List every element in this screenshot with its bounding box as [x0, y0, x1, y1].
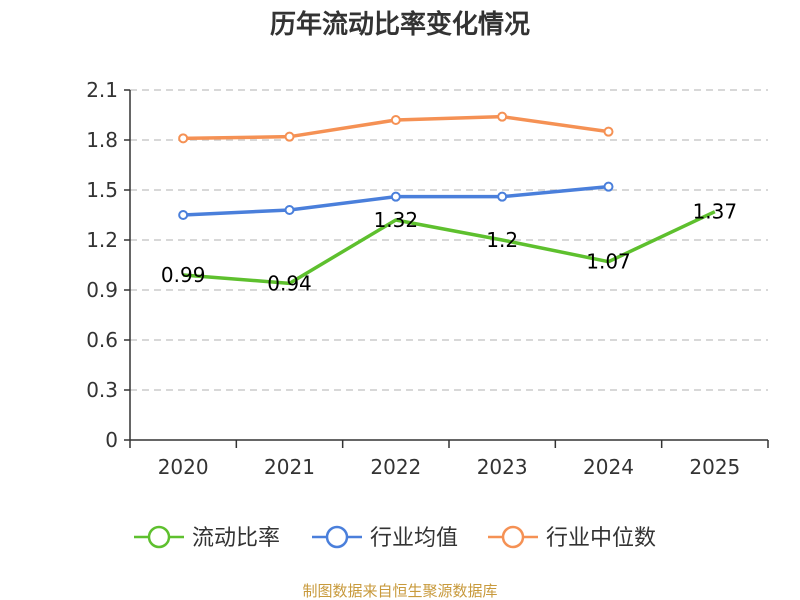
- data-label: 1.2: [486, 228, 518, 252]
- legend-circle-icon: [325, 525, 349, 549]
- legend-item-1[interactable]: 行业均值: [312, 525, 458, 551]
- data-point-marker: [284, 131, 295, 142]
- data-point-marker: [390, 115, 401, 125]
- source-note: 制图数据来自恒生聚源数据库: [302, 582, 497, 600]
- legend[interactable]: 流动比率 行业均值 行业中位数: [134, 525, 656, 551]
- data-point-marker: [178, 133, 189, 144]
- legend-label: 流动比率: [192, 526, 280, 551]
- y-tick-label: 1.8: [86, 128, 118, 152]
- legend-label: 行业中位数: [546, 526, 656, 551]
- axes: 0 0.3 0.6 0.9 1.2 1.5 1.8 2.1 2020 2021 2022 2023 20…: [86, 78, 769, 479]
- x-tick-label: 2022: [370, 455, 421, 479]
- data-labels: 0.99 0.94 1.32 1.2 1.07 1.37: [161, 200, 737, 296]
- data-point-marker: [497, 191, 508, 202]
- y-tick-label: 1.5: [86, 178, 118, 202]
- data-label: 0.94: [267, 271, 312, 295]
- legend-item-0[interactable]: 流动比率: [134, 525, 280, 551]
- x-tick-label: 2024: [583, 455, 634, 479]
- x-tick-label: 2023: [477, 455, 528, 479]
- series-line-0: [183, 210, 716, 286]
- series-layer: [178, 111, 716, 286]
- data-point-marker: [603, 181, 614, 192]
- x-tick-label: 2025: [689, 455, 740, 479]
- data-point-marker: [284, 205, 295, 215]
- data-label: 0.99: [161, 263, 206, 287]
- y-tick-label: 1.2: [86, 228, 118, 252]
- y-tick-label: 0: [105, 428, 118, 452]
- chart-title: 历年流动比率变化情况: [270, 9, 530, 40]
- y-tick-label: 0.3: [86, 378, 118, 402]
- grid: [130, 89, 768, 391]
- legend-circle-icon: [501, 525, 525, 549]
- y-tick-label: 2.1: [86, 78, 118, 102]
- y-tick-label: 0.6: [86, 328, 118, 352]
- legend-circle-icon: [147, 525, 171, 549]
- x-tick-label: 2021: [264, 455, 315, 479]
- data-point-marker: [603, 126, 614, 137]
- legend-label: 行业均值: [370, 526, 458, 551]
- x-tick-label: 2020: [158, 455, 209, 479]
- data-label: 1.32: [374, 208, 419, 232]
- data-point-marker: [178, 210, 189, 220]
- legend-item-2[interactable]: 行业中位数: [488, 525, 656, 551]
- data-label: 1.37: [693, 200, 738, 224]
- data-point-marker: [390, 191, 401, 202]
- data-point-marker: [497, 111, 508, 122]
- data-label: 1.07: [586, 250, 631, 274]
- y-tick-label: 0.9: [86, 278, 118, 302]
